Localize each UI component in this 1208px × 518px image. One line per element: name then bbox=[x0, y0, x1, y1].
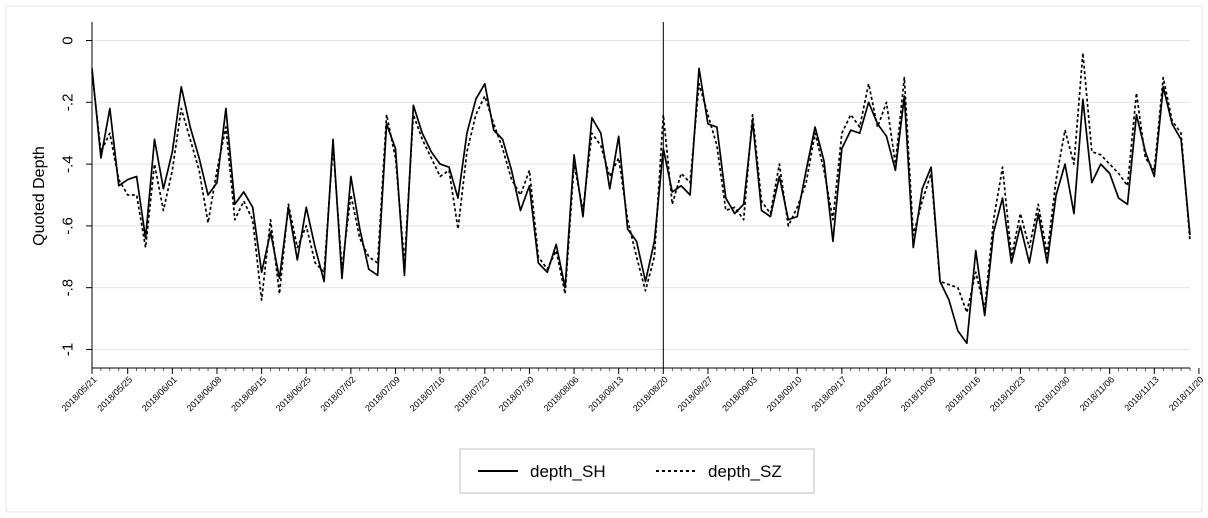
legend-box bbox=[459, 448, 815, 494]
series-line-depth-sh bbox=[91, 67, 1191, 345]
y-tick-label: -.8 bbox=[60, 279, 77, 297]
outer-frame bbox=[5, 5, 1203, 513]
y-tick-label: -.2 bbox=[60, 94, 77, 112]
series-line-depth-sz bbox=[91, 52, 1191, 314]
y-tick-label: -.4 bbox=[60, 155, 77, 173]
y-axis: 0 -.2 -.4 -.6 -.8 -1 bbox=[60, 22, 93, 368]
y-axis-label: Quoted Depth bbox=[31, 146, 48, 246]
y-tick-label: -1 bbox=[60, 343, 77, 356]
legend-label-depth-sh: depth_SH bbox=[530, 462, 606, 481]
legend-label-depth-sz: depth_SZ bbox=[708, 462, 782, 481]
y-tick-label: -.6 bbox=[60, 217, 77, 235]
legend: depth_SH depth_SZ bbox=[459, 448, 815, 494]
series-layer bbox=[91, 22, 1191, 368]
y-tick-label: 0 bbox=[60, 36, 77, 44]
